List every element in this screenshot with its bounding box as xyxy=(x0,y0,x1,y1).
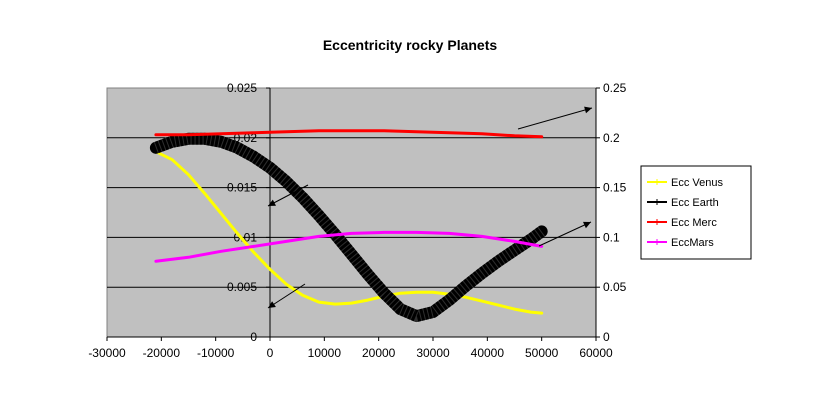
y-right-tick-label: 0.1 xyxy=(603,230,620,244)
arrow-earth-left xyxy=(267,184,309,207)
arrow-earth-left-head xyxy=(268,199,276,206)
chart-title: Eccentricity rocky Planets xyxy=(323,37,498,53)
arrow-merc-right xyxy=(517,107,593,130)
x-tick-label: -20000 xyxy=(143,346,181,360)
x-tick-label: 10000 xyxy=(308,346,342,360)
y-right-tick-label: 0 xyxy=(603,330,610,344)
series-line-eccmars xyxy=(154,230,544,263)
series-line-ecc-venus xyxy=(154,150,544,315)
legend-label-ecc-earth: Ecc Earth xyxy=(671,197,719,209)
x-tick-label: 40000 xyxy=(471,346,505,360)
x-tick-label: 50000 xyxy=(525,346,559,360)
series-group xyxy=(149,129,548,324)
x-tick-label: 30000 xyxy=(416,346,450,360)
legend-label-ecc-venus: Ecc Venus xyxy=(671,177,723,189)
series-texture-ecc-earth xyxy=(153,131,546,324)
x-tick-label: 20000 xyxy=(362,346,396,360)
series-line-ecc-merc xyxy=(154,129,544,139)
x-tick-label: -10000 xyxy=(197,346,235,360)
x-tick-label: -30000 xyxy=(88,346,126,360)
legend: Ecc Venus Ecc Earth Ecc Merc EccMars xyxy=(640,165,752,260)
arrow-mars-right xyxy=(538,221,592,247)
y-right-tick-label: 0.05 xyxy=(603,280,627,294)
y-left-tick-label: 0.015 xyxy=(227,181,257,195)
arrow-merc-right-head xyxy=(584,106,592,114)
arrow-venus-left xyxy=(267,283,306,309)
plot-area xyxy=(106,87,597,338)
legend-label-ecc-merc: Ecc Merc xyxy=(671,217,717,229)
y-left-tick-label: 0.025 xyxy=(227,81,257,95)
y-right-tick-label: 0.25 xyxy=(603,81,627,95)
axis-arrows xyxy=(267,106,593,309)
y-right-tick-label: 0.2 xyxy=(603,131,620,145)
axes: 0 00.005 0.050.01 0.10.015 0.150.02 0.20.025 0… xyxy=(88,81,626,360)
y-left-tick-label: 0.005 xyxy=(227,280,257,294)
arrow-venus-left-head xyxy=(268,301,276,308)
x-tick-label: 60000 xyxy=(579,346,613,360)
x-tick-label: 0 xyxy=(267,346,274,360)
series-line-ecc-earth xyxy=(149,132,548,323)
arrow-mars-right-head xyxy=(583,221,591,229)
legend-label-eccmars: EccMars xyxy=(671,237,714,249)
y-right-tick-label: 0.15 xyxy=(603,181,627,195)
